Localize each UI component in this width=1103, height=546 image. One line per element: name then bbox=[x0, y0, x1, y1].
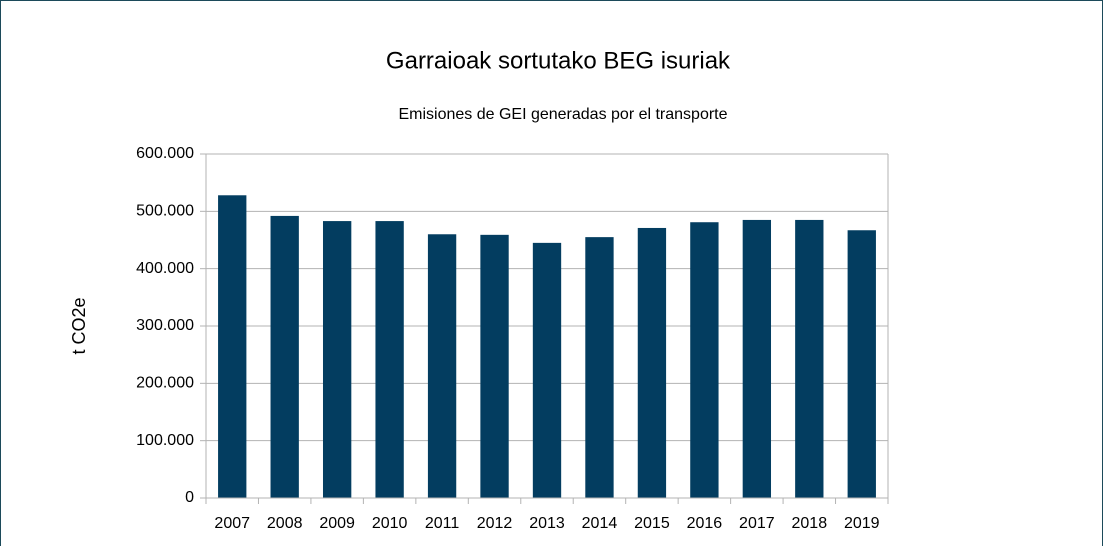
x-tick-label: 2008 bbox=[267, 515, 303, 532]
bar bbox=[270, 215, 299, 499]
y-tick-label: 200.000 bbox=[136, 375, 194, 392]
y-tick-label: 500.000 bbox=[136, 203, 194, 220]
y-tick-label: 600.000 bbox=[136, 145, 194, 162]
bar bbox=[322, 221, 352, 498]
y-tick-label: 300.000 bbox=[136, 317, 194, 334]
bar bbox=[742, 219, 772, 498]
x-tick-label: 2009 bbox=[319, 515, 355, 532]
x-tick-label: 2011 bbox=[425, 515, 460, 532]
y-tick-label: 400.000 bbox=[136, 260, 194, 277]
x-tick-label: 2013 bbox=[529, 515, 565, 532]
bar bbox=[637, 227, 667, 498]
x-tick-label: 2016 bbox=[687, 515, 723, 532]
y-tick-label: 100.000 bbox=[136, 432, 194, 449]
bar bbox=[218, 195, 247, 498]
x-tick-label: 2012 bbox=[477, 515, 513, 532]
y-axis-label: t CO2e bbox=[69, 297, 89, 354]
x-tick-label: 2010 bbox=[372, 515, 408, 532]
chart-title: Garraioak sortutako BEG isuriak bbox=[386, 47, 731, 74]
x-tick-label: 2007 bbox=[214, 515, 250, 532]
x-tick-label: 2019 bbox=[844, 515, 880, 532]
bar bbox=[585, 237, 614, 498]
bar bbox=[532, 242, 562, 498]
bar bbox=[480, 234, 509, 498]
bar bbox=[375, 221, 404, 498]
bar bbox=[690, 222, 719, 498]
x-tick-label: 2014 bbox=[582, 515, 618, 532]
x-tick-label: 2017 bbox=[739, 515, 775, 532]
bar bbox=[847, 230, 876, 498]
bar bbox=[795, 219, 824, 498]
x-tick-label: 2018 bbox=[792, 515, 828, 532]
chart-subtitle: Emisiones de GEI generadas por el transp… bbox=[398, 106, 727, 123]
bar bbox=[427, 234, 457, 498]
x-tick-label: 2015 bbox=[634, 515, 670, 532]
y-tick-label: 0 bbox=[185, 489, 194, 506]
